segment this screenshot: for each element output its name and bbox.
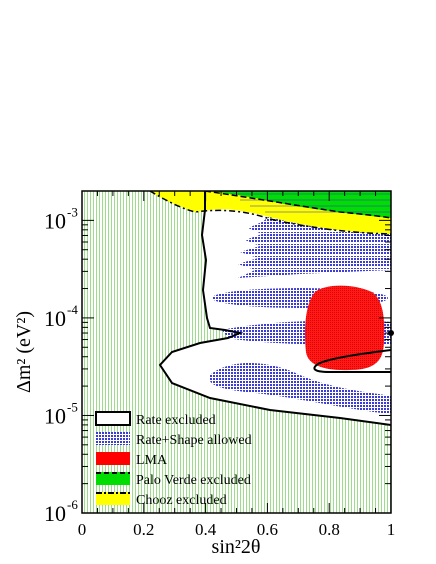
legend-swatch — [96, 492, 130, 505]
x-tick-label: 0 — [78, 520, 87, 539]
y-tick-base: 10 — [44, 403, 66, 428]
allowed-band-low — [209, 362, 391, 414]
legend-item: LMA — [96, 452, 168, 468]
y-tick-label: 10 -5 — [44, 399, 78, 428]
legend: Rate excluded Rate+Shape allowed LMA Palo V… — [95, 411, 252, 508]
legend-swatch — [96, 432, 130, 445]
legend-label: Rate excluded — [136, 413, 216, 428]
rate-excluded-boundary — [158, 191, 391, 426]
lma-region — [304, 285, 385, 371]
x-tick-label: 1 — [387, 520, 396, 539]
x-axis-ticks — [81, 191, 392, 513]
x-axis-title: sin²2θ — [212, 536, 261, 558]
chooz-boundary — [149, 191, 391, 235]
legend-label: LMA — [136, 453, 168, 468]
palo-verde-excluded-region — [210, 191, 391, 218]
legend-swatch — [95, 411, 131, 426]
y-tick-base: 10 — [44, 208, 66, 233]
y-tick-labels: 10-310-410-510-6 — [44, 204, 78, 526]
y-tick-label: 10 -4 — [44, 302, 78, 331]
legend-swatch — [96, 472, 130, 485]
x-tick-label: 0.8 — [319, 520, 340, 539]
legend-item: Rate+Shape allowed — [96, 432, 252, 448]
x-tick-label: 0.2 — [133, 520, 154, 539]
y-tick-exponent: -3 — [67, 204, 78, 219]
best-fit-point — [388, 330, 394, 336]
y-tick-exponent: -6 — [67, 497, 78, 512]
plot-area — [82, 191, 391, 513]
rate-excluded-boundary-right — [313, 349, 391, 373]
legend-label: Chooz excluded — [136, 493, 227, 508]
legend-item: Palo Verde excluded — [96, 472, 251, 488]
legend-swatch — [96, 452, 130, 465]
x-tick-labels: 0 0.2 0.4 0.6 0.8 1 — [78, 520, 396, 539]
rate-excluded-region — [82, 191, 391, 513]
y-tick-exponent: -4 — [67, 302, 78, 317]
y-tick-base: 10 — [44, 501, 66, 526]
legend-item: Rate excluded — [95, 411, 216, 428]
y-axis-ticks — [82, 190, 391, 514]
y-tick-base: 10 — [44, 306, 66, 331]
y-tick-label: 10 -3 — [44, 204, 78, 233]
legend-label: Rate+Shape allowed — [136, 433, 252, 448]
legend-item: Chooz excluded — [96, 492, 227, 508]
legend-label: Palo Verde excluded — [136, 473, 251, 488]
y-tick-label: 10 -6 — [44, 497, 78, 526]
x-tick-label: 0.4 — [195, 520, 217, 539]
palo-verde-boundary — [204, 191, 391, 219]
x-tick-label: 0.6 — [257, 520, 278, 539]
y-axis-title: Δm² (eV²) — [13, 311, 35, 393]
y-tick-exponent: -5 — [67, 399, 78, 414]
